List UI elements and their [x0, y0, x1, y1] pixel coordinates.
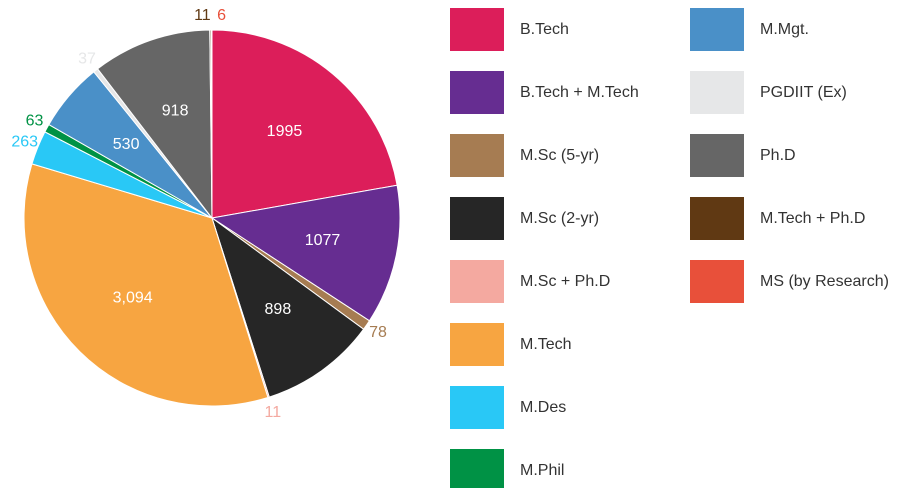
pie-slice [211, 29, 398, 219]
pie-slice [211, 216, 365, 398]
legend-label: MS (by Research) [760, 273, 889, 290]
legend-label: M.Phil [520, 462, 564, 479]
pie-slice [210, 29, 213, 219]
legend-swatch [690, 197, 744, 240]
slice-label: 898 [265, 301, 292, 318]
slice-label: 1077 [305, 232, 341, 249]
slice-label: 37 [78, 51, 96, 68]
slice-label: 918 [162, 103, 189, 120]
legend-label: M.Des [520, 399, 566, 416]
legend-label: M.Sc (2-yr) [520, 210, 599, 227]
legend-swatch [450, 8, 504, 51]
slice-label: 63 [26, 113, 44, 130]
legend-swatch [450, 386, 504, 429]
legend-swatch [690, 8, 744, 51]
slice-label: 6 [217, 7, 226, 24]
legend-swatch [690, 134, 744, 177]
pie-slice [96, 29, 213, 220]
legend-swatch [450, 197, 504, 240]
slice-label: 530 [113, 136, 140, 153]
legend-swatch [450, 260, 504, 303]
legend-label: M.Tech + Ph.D [760, 210, 865, 227]
legend-label: Ph.D [760, 147, 796, 164]
pie-slice [23, 163, 269, 407]
legend-label: M.Mgt. [760, 21, 809, 38]
legend-label: M.Tech [520, 336, 572, 353]
slice-label: 78 [369, 324, 387, 341]
legend-swatch [690, 71, 744, 114]
legend-swatch [450, 134, 504, 177]
slice-label: 3,094 [113, 289, 153, 306]
slice-label: 11 [264, 404, 281, 421]
legend-swatch [450, 449, 504, 488]
slice-label: 1995 [267, 123, 303, 140]
legend-label: PGDIIT (Ex) [760, 84, 847, 101]
legend-label: B.Tech + M.Tech [520, 84, 639, 101]
slice-label: 11 [194, 7, 211, 24]
legend-label: M.Sc (5-yr) [520, 147, 599, 164]
pie-slice [210, 184, 401, 322]
slice-label: 263 [11, 134, 38, 151]
legend-label: B.Tech [520, 21, 569, 38]
legend-swatch [450, 323, 504, 366]
legend-label: M.Sc + Ph.D [520, 273, 610, 290]
legend-swatch [690, 260, 744, 303]
legend-swatch [450, 71, 504, 114]
